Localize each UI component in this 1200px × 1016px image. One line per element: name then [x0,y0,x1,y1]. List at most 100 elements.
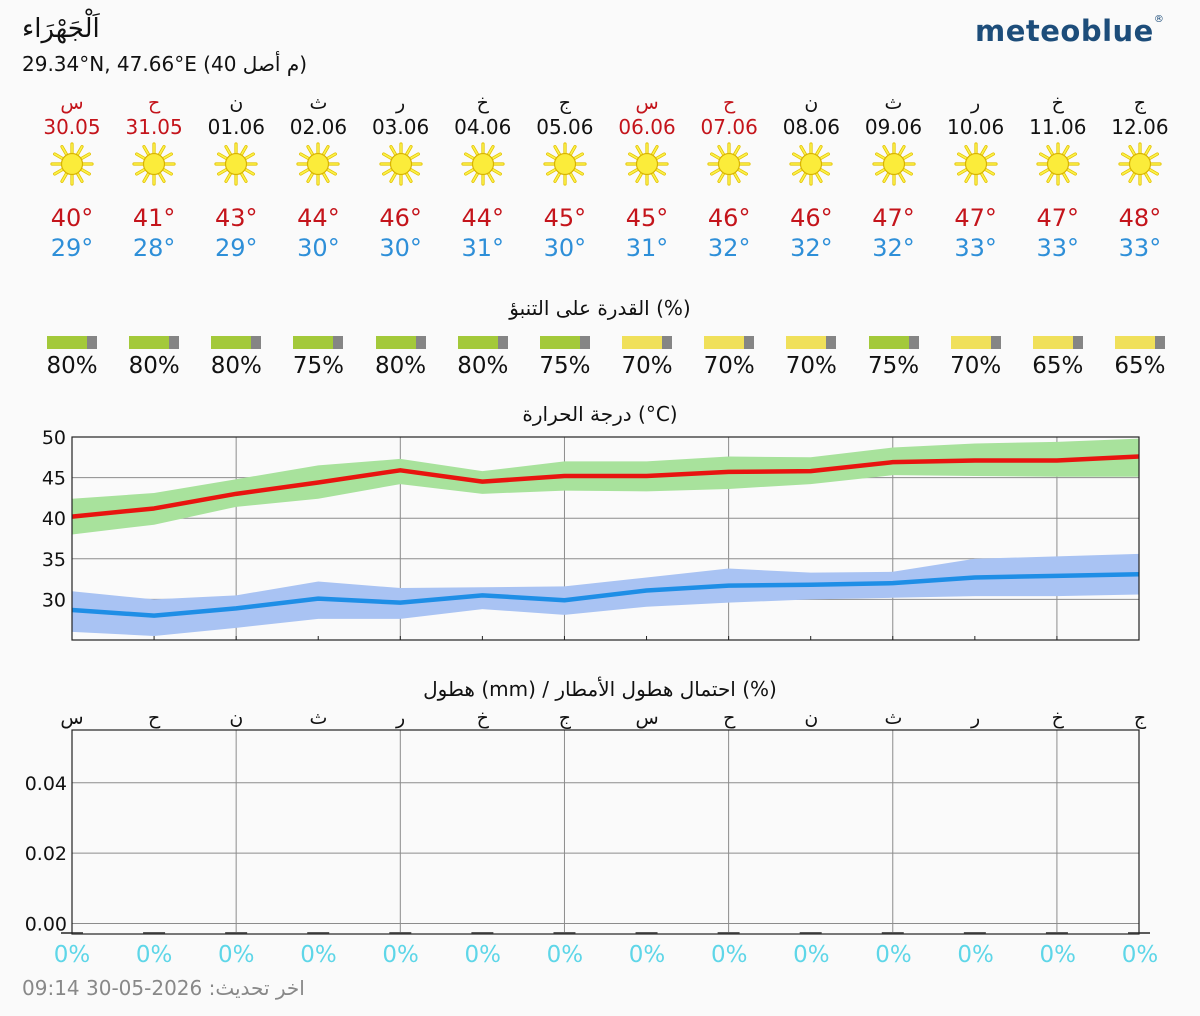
predictability-remainder [908,336,919,349]
meteoblue-logo[interactable]: meteoblue® [975,14,1164,48]
y-tick-label: 50 [42,427,66,449]
predictability-fill [47,336,87,349]
precip-day-label: خ [477,707,490,729]
temperature-chart-title: درجة الحرارة (°C) [522,402,678,426]
precip-day-label: ح [723,707,736,729]
max-temperature: 44° [461,204,505,232]
predictability-remainder [579,336,590,349]
day-name: ن [229,92,244,114]
predictability-title: القدرة على التنبؤ (%) [509,296,691,320]
max-temperature: 47° [1036,204,1080,232]
day-name: ث [884,92,903,114]
predictability-remainder [251,336,262,349]
y-tick-label: 40 [42,508,66,530]
predictability-fill [950,336,991,349]
predictability-percent: 70% [621,353,673,379]
sun-icon [1099,142,1181,186]
y-tick-label: 0.02 [25,843,67,865]
sun-icon [853,142,935,186]
rain-probability-percent: 0% [218,942,255,968]
day-date: 31.05 [125,115,183,139]
min-temperature: 30° [543,234,587,262]
predictability-bar [211,336,262,349]
predictability-fill [375,336,416,349]
rain-probability-percent: 0% [135,942,173,968]
precip-day-label: ث [885,707,903,729]
precipitation-bar [389,932,412,934]
day-name: س [60,92,84,114]
precip-day-label: ث [310,707,328,729]
precipitation-bar [307,932,330,934]
precipitation-bar [225,932,248,934]
sun-icon [935,142,1017,186]
predictability-percent: 80% [128,353,180,379]
sun-icon [688,142,770,186]
day-date: 01.06 [207,115,265,139]
predictability-percent: 70% [950,353,1002,379]
precipitation-bar [717,932,740,934]
predictability-fill [1114,336,1155,349]
predictability-bar [539,336,590,349]
predictability-percent: 70% [785,353,837,379]
rain-probability-percent: 0% [1039,942,1077,968]
min-temperature: 33° [1118,234,1162,262]
day-name: ث [309,92,328,114]
max-temperature: 41° [132,204,176,232]
day-name: ج [558,92,572,114]
predictability-remainder [415,336,426,349]
predictability-bar [293,336,344,349]
y-tick-label: 0.00 [25,913,67,935]
predictability-percent: 75% [292,353,344,379]
predictability-bar [1032,336,1083,349]
location-name: اَلْجَهْرَاء [22,14,100,44]
predictability-fill [704,336,745,349]
predictability-fill [868,336,909,349]
sun-icon [113,142,195,186]
predictability-bar [457,336,508,349]
precip-day-label: ر [970,707,980,729]
precip-day-label: ن [804,707,818,729]
rain-probability-percent: 0% [53,942,91,968]
rain-probability-percent: 0% [875,942,912,968]
min-temperature: 31° [461,234,505,262]
rain-probability-percent: 0% [957,942,994,968]
day-date: 05.06 [536,115,594,139]
rain-probability-percent: 0% [300,942,337,968]
precip-day-label: ح [148,707,161,729]
predictability-remainder [333,336,344,349]
day-date: 06.06 [618,115,676,139]
sun-icon [442,142,524,186]
y-tick-label: 30 [42,589,66,611]
y-tick-label: 0.04 [25,773,67,795]
min-temperature: 32° [790,234,833,262]
predictability-remainder [662,336,673,349]
predictability-fill [457,336,498,349]
rain-probability-percent: 0% [464,942,502,968]
predictability-bar [47,336,97,349]
max-temperature: 45° [625,204,669,232]
precip-day-label: ر [395,707,405,729]
precipitation-bar [635,932,658,934]
day-date: 11.06 [1029,115,1087,139]
precipitation-chart: س ح ن ث ر خ ج س ح ن ث ر خ ج 0.00 0.02 0.04 [25,707,1150,935]
precipitation-chart-title: هطول (mm) / احتمال هطول الأمطار (%) [423,677,777,701]
location-coordinates: 29.34°N, 47.66°E (40 م أصل) [22,52,308,76]
rain-probability-percent: 0% [382,942,419,968]
max-temperature-line [71,454,1140,519]
day-date: 02.06 [289,115,348,139]
sun-icon [770,142,852,186]
day-date: 03.06 [371,115,430,139]
sun-icon [31,142,113,186]
predictability-percent: 65% [1032,353,1084,379]
predictability-remainder [1154,336,1165,349]
precipitation-plot-frame [71,729,1140,935]
predictability-percent: 75% [867,353,920,379]
predictability-remainder [744,336,755,349]
precip-day-label: ج [559,707,572,729]
last-updated: اخر تحديث: 2026-05-30 09:14 [22,976,305,1000]
predictability-percent: 80% [210,353,262,379]
day-name: ن [804,92,819,114]
max-temperature: 47° [954,204,997,232]
max-temperature: 45° [543,204,587,232]
min-temperature: 30° [297,234,340,262]
